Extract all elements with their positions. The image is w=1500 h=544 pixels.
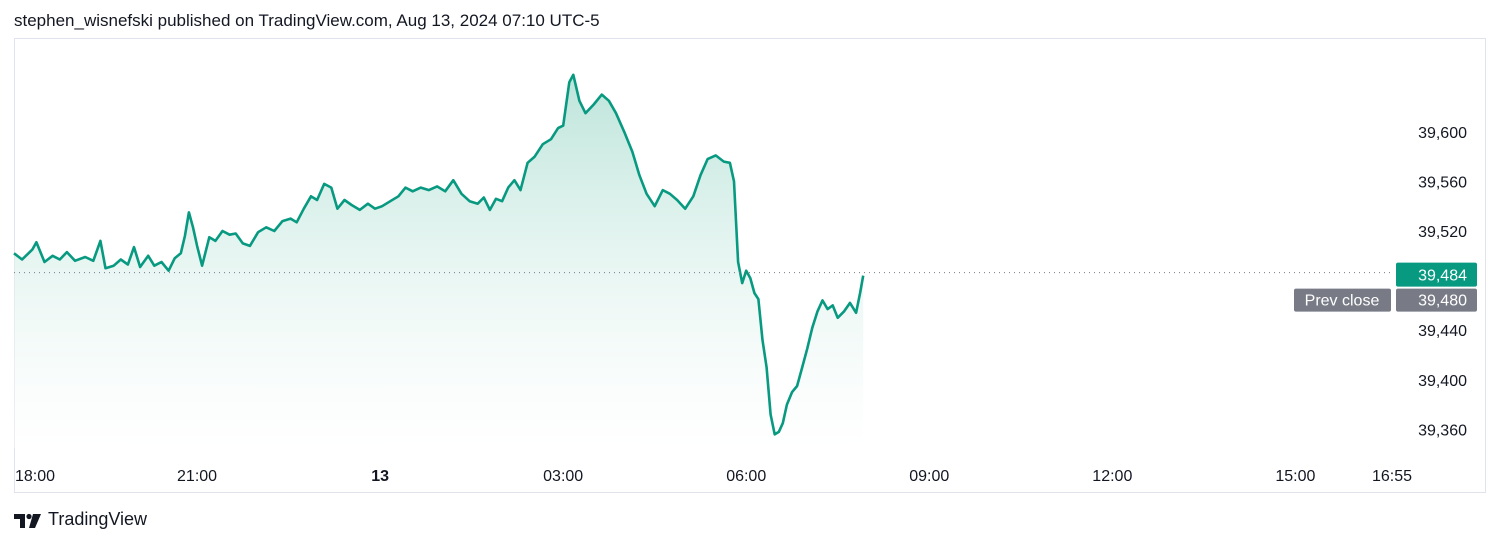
prev-close-text: Prev close (1305, 293, 1380, 310)
brand-footer[interactable]: TradingView (14, 509, 147, 530)
prev-close-tag (1294, 288, 1391, 312)
x-tick-label: 16:55 (1372, 468, 1412, 485)
x-tick-label: 12:00 (1092, 468, 1132, 485)
price-area-fill (14, 74, 864, 449)
price-series-line (13, 73, 865, 436)
last-price-badge (1396, 262, 1477, 287)
y-tick-label: 39,360 (1418, 422, 1467, 439)
publish-attribution: stephen_wisnefski published on TradingVi… (14, 11, 600, 30)
last-price-label: 39,484 (1418, 268, 1467, 285)
prev-close-value: 39,480 (1418, 293, 1467, 310)
y-tick-label: 39,600 (1418, 125, 1467, 142)
y-tick-label: 39,400 (1418, 373, 1467, 390)
brand-name: TradingView (48, 509, 148, 529)
x-tick-label: 03:00 (543, 468, 583, 485)
x-tick-label: 21:00 (177, 468, 217, 485)
x-tick-label: 09:00 (909, 468, 949, 485)
x-tick-label: 15:00 (1275, 468, 1315, 485)
y-tick-label: 39,560 (1418, 174, 1467, 191)
y-tick-label: 39,520 (1418, 224, 1467, 241)
tradingview-logo-icon (14, 513, 41, 528)
y-tick-label: 39,440 (1418, 323, 1467, 340)
x-tick-label: 13 (371, 468, 389, 485)
x-tick-label: 06:00 (726, 468, 766, 485)
prev-close-badge (1396, 288, 1477, 312)
x-tick-label: 18:00 (15, 468, 55, 485)
